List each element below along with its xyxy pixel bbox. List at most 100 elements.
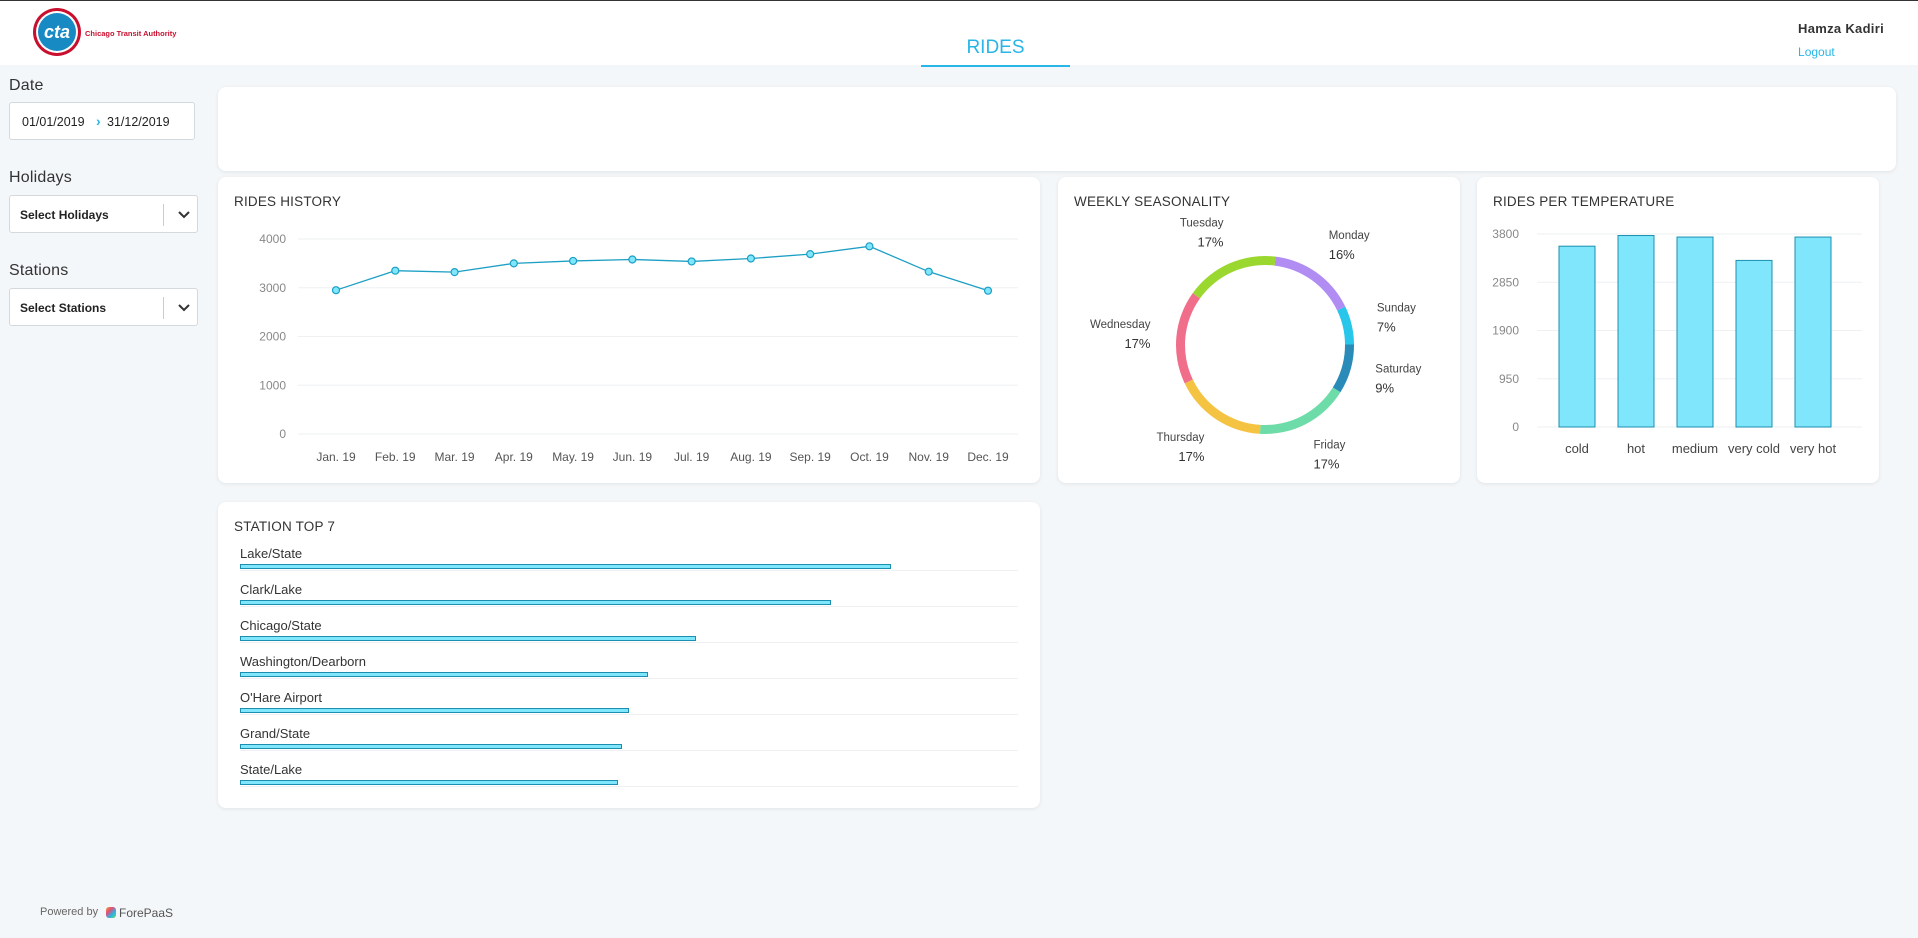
y-tick-label: 1000 [259,378,286,392]
station-bar[interactable] [240,600,831,605]
station-bar[interactable] [240,708,629,713]
weekly-seasonality-card: WEEKLY SEASONALITY Monday 16% Sunday 7% Satu… [1058,177,1460,483]
weekly-seasonality-chart: Monday 16% Sunday 7% Saturday 9% Friday 17% Thur… [1090,217,1422,471]
station-label: State/Lake [240,762,303,777]
date-start: 01/01/2019 [22,115,85,129]
data-point [391,266,400,275]
gridline [240,570,1018,571]
station-label: O'Hare Airport [240,690,322,705]
cta-logo[interactable]: cta Chicago Transit Authority [32,6,192,58]
x-tick-label: May. 19 [552,450,594,464]
logo-text: cta [44,22,70,42]
holidays-select[interactable]: Select Holidays [9,195,198,233]
slice-value-label: 7% [1377,319,1396,334]
donut-slice [1337,306,1354,345]
gridline [240,642,1018,643]
logout-link[interactable]: Logout [1798,45,1835,59]
y-tick-label: 3800 [1492,227,1519,241]
slice-label: Monday [1329,230,1370,242]
y-tick-label: 3000 [259,281,286,295]
forepaas-logo[interactable]: ForePaaS [106,906,173,920]
summary-card [218,87,1896,171]
station-top-title: STATION TOP 7 [234,519,336,534]
data-point [450,268,459,277]
station-label: Washington/Dearborn [240,654,366,669]
x-tick-label: Apr. 19 [495,450,533,464]
station-bar[interactable] [240,564,891,569]
user-name: Hamza Kadiri [1798,21,1884,36]
rides-history-chart: 0 1000 2000 3000 4000 Jan. 19 Feb. 19 Mar. 19 Ap… [259,232,1018,464]
station-bar[interactable] [240,672,648,677]
slice-label: Thursday [1157,432,1205,444]
donut-slice [1176,293,1201,384]
station-label: Clark/Lake [240,582,303,597]
station-bar[interactable] [240,780,618,785]
slice-label: Friday [1313,439,1345,451]
x-tick-label: Jul. 19 [674,450,710,464]
data-point [865,242,874,251]
donut-slice [1274,256,1346,311]
x-tick-label: Jan. 19 [316,450,356,464]
slice-value-label: 17% [1313,456,1339,471]
donut-slice [1184,379,1261,434]
station-top-card: STATION TOP 7 Lake/State Clark/Lake Chicag… [218,502,1040,808]
station-bar[interactable] [240,636,697,641]
x-tick-label: Aug. 19 [730,450,772,464]
station-label: Chicago/State [240,618,322,633]
data-point [746,254,756,263]
gridline [240,678,1018,679]
y-tick-label: 2850 [1492,275,1519,289]
x-tick-label: hot [1627,441,1645,456]
data-point [924,267,933,276]
temperature-bar [1735,259,1773,428]
station-label: Grand/State [240,726,311,741]
powered-by-text: Powered by [40,906,99,918]
chevron-right-icon: › [96,113,101,129]
y-tick-label: 0 [279,427,286,441]
x-tick-label: Dec. 19 [967,450,1009,464]
rides-history-title: RIDES HISTORY [234,194,342,209]
rides-per-temperature-card: RIDES PER TEMPERATURE 0 950 1900 2850 3800 co… [1477,177,1879,483]
donut-slice [1259,387,1341,434]
stations-label: Stations [9,262,69,279]
rides-per-temperature-title: RIDES PER TEMPERATURE [1493,194,1675,209]
forepaas-icon [106,907,116,918]
slice-value-label: 16% [1329,247,1355,262]
x-tick-label: Feb. 19 [375,450,416,464]
temperature-bar [1676,236,1714,428]
series-line [335,245,989,292]
data-point [806,250,815,259]
select-divider [163,297,164,319]
slice-label: Wednesday [1090,319,1151,331]
tab-rides[interactable]: RIDES [921,37,1070,67]
gridline [240,606,1018,607]
x-tick-label: Oct. 19 [850,450,889,464]
logo-subtitle: Chicago Transit Authority [85,29,177,38]
temperature-bar [1617,235,1655,428]
slice-value-label: 9% [1375,381,1394,396]
date-range-picker[interactable]: 01/01/2019 › 31/12/2019 [9,102,195,140]
stations-select[interactable]: Select Stations [9,288,198,326]
slice-label: Tuesday [1180,217,1224,229]
data-point [628,255,637,264]
y-tick-label: 950 [1499,372,1519,386]
holidays-label: Holidays [9,169,72,186]
gridline [240,786,1018,787]
x-tick-label: medium [1672,441,1718,456]
slice-label: Saturday [1375,364,1421,376]
temperature-bar [1558,245,1596,428]
chevron-down-icon[interactable] [176,299,192,315]
donut-slice [1192,256,1276,299]
x-tick-label: Jun. 19 [613,450,653,464]
station-bar[interactable] [240,744,622,749]
data-point [568,256,578,266]
chevron-down-icon[interactable] [176,206,192,222]
slice-label: Sunday [1377,302,1416,314]
data-point [331,286,341,295]
holidays-select-text: Select Holidays [20,208,109,222]
data-point [983,286,993,295]
y-tick-label: 4000 [259,232,286,246]
stations-select-text: Select Stations [20,301,107,315]
x-tick-label: Sep. 19 [789,450,831,464]
top-border [0,0,1918,1]
